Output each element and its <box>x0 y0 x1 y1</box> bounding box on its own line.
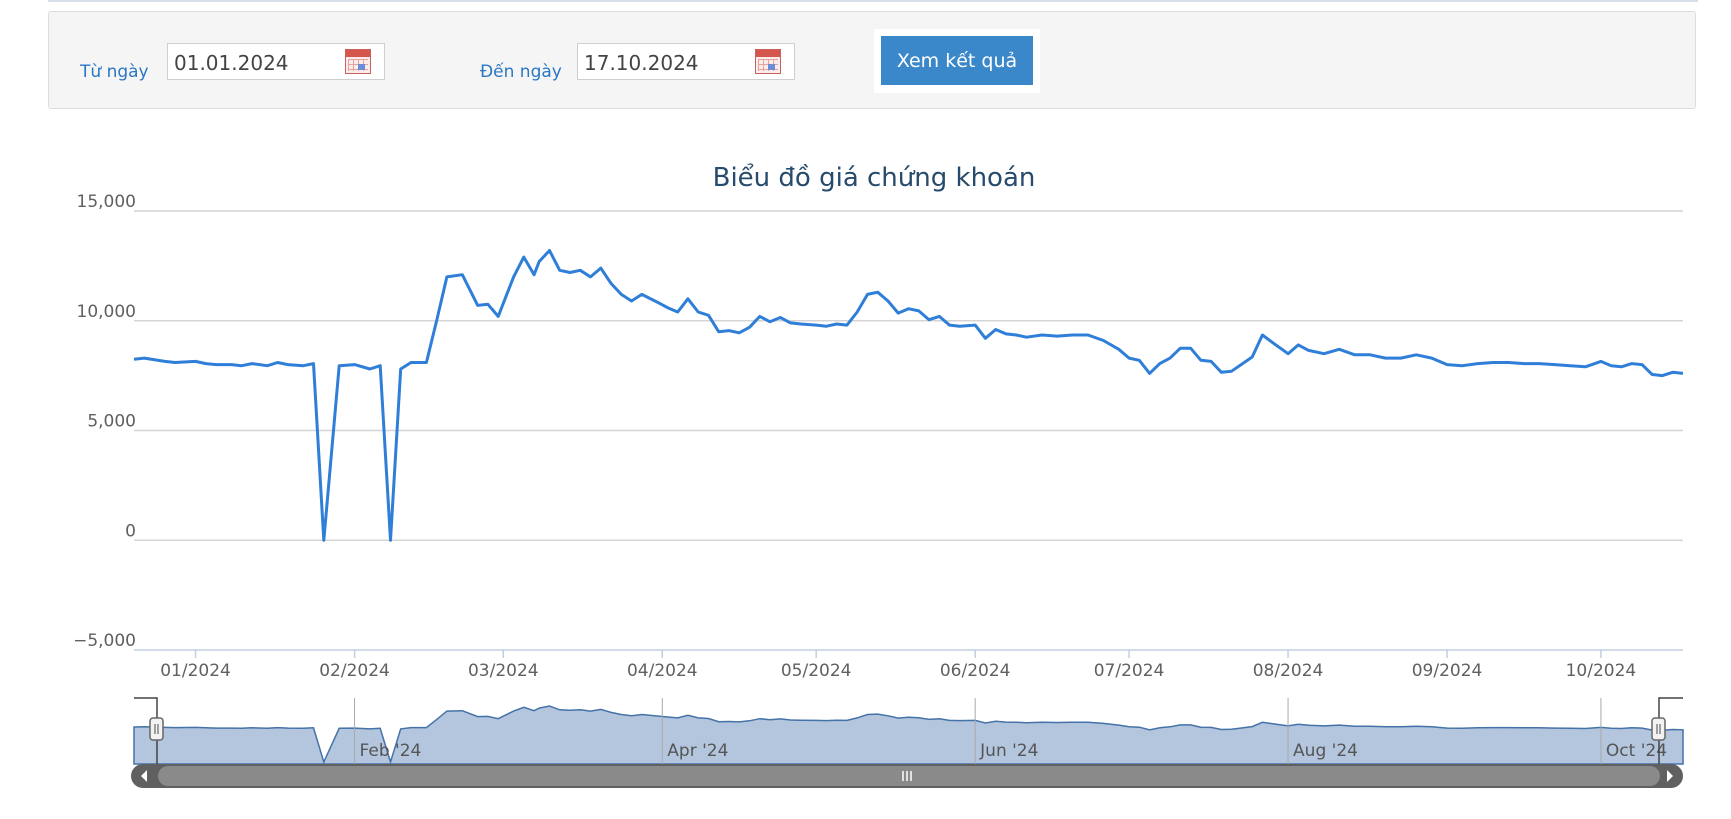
to-date-field[interactable]: 17.10.2024 <box>577 43 795 80</box>
calendar-icon[interactable] <box>755 49 781 74</box>
navigator-tick-label: Aug '24 <box>1293 741 1358 761</box>
navigator-left-outline <box>134 697 158 764</box>
navigator-right-outline <box>1658 697 1683 764</box>
navigator-left-handle[interactable] <box>149 717 164 741</box>
submit-button-frame: Xem kết quả <box>874 29 1040 93</box>
y-tick-label: 15,000 <box>77 192 136 212</box>
from-date-label: Từ ngày <box>80 62 149 82</box>
x-tick-label: 10/2024 <box>1566 661 1637 681</box>
scroll-right-arrow-icon[interactable] <box>1667 770 1673 782</box>
price-line <box>133 249 1684 542</box>
scrollbar[interactable] <box>131 764 1683 788</box>
to-date-value: 17.10.2024 <box>584 51 699 75</box>
x-tick-label: 06/2024 <box>940 661 1011 681</box>
date-filter-panel: Từ ngày 01.01.2024 Đến ngày 17.10.2024 <box>48 11 1696 109</box>
navigator[interactable]: Feb '24 Apr '24 Jun '24 Aug '24 Oct '24 <box>133 697 1684 765</box>
navigator-tick-label: Apr '24 <box>667 741 728 761</box>
y-tick-label: 0 <box>125 521 136 541</box>
top-border <box>48 0 1698 2</box>
y-tick-label: −5,000 <box>73 631 136 651</box>
scrollbar-thumb[interactable] <box>158 766 1660 786</box>
calendar-icon[interactable] <box>345 49 371 74</box>
x-tick-label: 09/2024 <box>1412 661 1483 681</box>
x-tick-label: 03/2024 <box>468 661 539 681</box>
y-axis-labels: 15,000 10,000 5,000 0 −5,000 <box>73 192 136 651</box>
x-tick-label: 05/2024 <box>781 661 852 681</box>
x-axis-labels: 01/2024 02/2024 03/2024 04/2024 05/2024 06/20… <box>160 650 1636 681</box>
navigator-labels: Feb '24 Apr '24 Jun '24 Aug '24 Oct '24 <box>354 698 1667 764</box>
x-tick-label: 01/2024 <box>160 661 231 681</box>
chart-title: Biểu đồ giá chứng khoán <box>713 162 1036 193</box>
x-tick-label: 07/2024 <box>1094 661 1165 681</box>
from-date-value: 01.01.2024 <box>174 51 289 75</box>
from-date-field[interactable]: 01.01.2024 <box>167 43 385 80</box>
navigator-tick-label: Feb '24 <box>360 741 422 761</box>
navigator-tick-label: Jun '24 <box>979 741 1038 761</box>
x-tick-label: 02/2024 <box>319 661 390 681</box>
x-tick-label: 04/2024 <box>627 661 698 681</box>
navigator-right-handle[interactable] <box>1651 717 1666 741</box>
y-tick-label: 5,000 <box>87 412 136 432</box>
navigator-area <box>133 705 1684 765</box>
scrollbar-grip-icon <box>902 771 912 781</box>
scroll-left-arrow-icon[interactable] <box>141 770 147 782</box>
grid-lines <box>134 210 1683 651</box>
y-tick-label: 10,000 <box>77 302 136 322</box>
navigator-tick-label: Oct '24 <box>1606 741 1667 761</box>
to-date-label: Đến ngày <box>480 62 562 82</box>
x-tick-label: 08/2024 <box>1253 661 1324 681</box>
view-results-button[interactable]: Xem kết quả <box>881 36 1033 85</box>
